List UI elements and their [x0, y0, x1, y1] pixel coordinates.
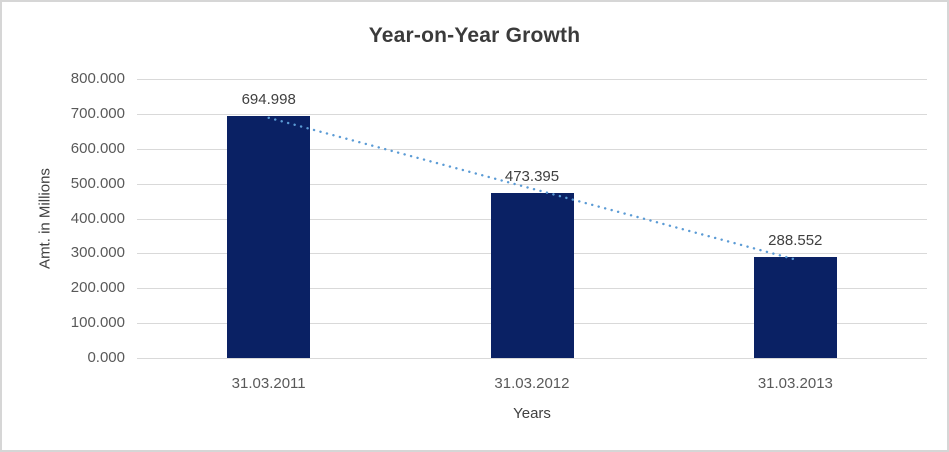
x-axis-tick-label: 31.03.2013 [757, 375, 833, 392]
x-axis-tick-label: 31.03.2011 [231, 375, 306, 392]
y-axis-tick-label: 700.000 [70, 104, 125, 122]
y-axis-tick-label: 400.000 [70, 209, 125, 227]
gridline [137, 358, 927, 359]
bar-value-label: 694.998 [241, 90, 296, 108]
bar-value-label: 473.395 [504, 167, 560, 185]
chart-title: Year-on-Year Growth [368, 24, 581, 47]
bar-31.03.2012 [490, 192, 574, 358]
x-axis-tick-label: 31.03.2012 [494, 375, 570, 392]
bar-31.03.2013 [753, 257, 837, 358]
y-axis-tick-label: 800.000 [70, 70, 125, 87]
gridline [137, 113, 927, 115]
bar-31.03.2011 [227, 115, 311, 358]
y-axis-tick-label: 0.000 [87, 349, 125, 366]
x-axis-title: Years [513, 405, 551, 422]
y-axis-tick-label: 500.000 [70, 174, 125, 192]
y-axis-tick-label: 600.000 [70, 139, 125, 157]
gridline [137, 79, 927, 80]
y-axis-tick-label: 300.000 [70, 244, 125, 262]
bar-value-label: 288.552 [768, 232, 823, 250]
y-axis-tick-label: 200.000 [70, 279, 125, 297]
y-axis-tick-label: 100.000 [70, 314, 125, 332]
